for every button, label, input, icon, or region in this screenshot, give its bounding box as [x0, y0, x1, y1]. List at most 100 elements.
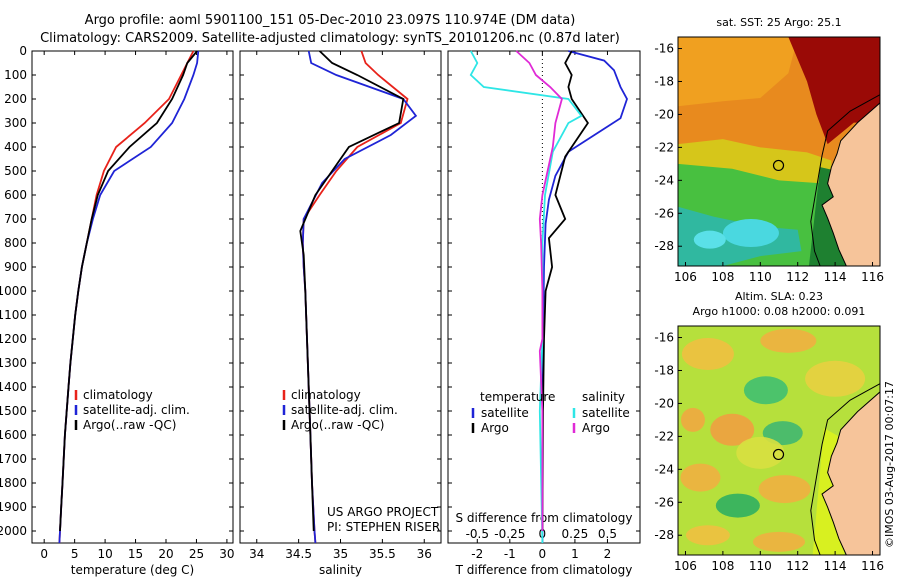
- depth-tick-label: 1200: [0, 332, 27, 346]
- depth-tick-label: 1500: [0, 404, 27, 418]
- sla-anomaly-blob: [710, 413, 755, 446]
- sla-map-title-line1: Altim. SLA: 0.23: [735, 290, 823, 303]
- salinity-axes-frame: [239, 50, 442, 544]
- sla-xtick-label: 112: [786, 559, 809, 573]
- sla-anomaly-blob: [736, 436, 785, 469]
- depth-tick-label: 1700: [0, 452, 27, 466]
- salinity-legend-label: Argo(..raw -QC): [291, 418, 384, 432]
- sst-xtick-label: 112: [786, 270, 809, 284]
- temperature-xtick-label: 10: [97, 547, 112, 561]
- salinity-panel: 34 34.5 35 35.5 36 salinity climatologysatelli…: [239, 50, 442, 577]
- sst-land: [821, 102, 880, 266]
- salinity-xtick-label: 34.5: [285, 547, 312, 561]
- sst-map: 106 108 110 112 114 116 -16 -18 -20 -22 -24 -26 -28 s…: [654, 16, 884, 284]
- sst-xtick-label: 110: [749, 270, 772, 284]
- sst-cool-patch: [693, 230, 726, 249]
- sst-warm-band: [678, 37, 798, 107]
- temperature-legend-label: climatology: [83, 388, 153, 402]
- temperature-axes-frame: [31, 50, 234, 544]
- legend-salinity-header: salinity: [582, 390, 625, 404]
- difference-legend-label: satellite: [481, 406, 529, 420]
- salinity-xtick-label: 35: [333, 547, 348, 561]
- depth-tick-label: 800: [4, 236, 27, 250]
- difference-legend-label: Argo: [481, 421, 509, 435]
- sla-map: 106 108 110 112 114 116 -16 -18 -20 -22 -24 -26 -28 A…: [654, 290, 884, 573]
- depth-tick-label: 1900: [0, 500, 27, 514]
- depth-tick-label: 400: [4, 140, 27, 154]
- credit-line1: US ARGO PROJECT: [327, 505, 439, 519]
- sla-ytick-label: -20: [654, 396, 674, 410]
- sla-xtick-label: 114: [824, 559, 847, 573]
- sla-anomaly-blob: [680, 463, 721, 492]
- temperature-legend-label: Argo(..raw -QC): [83, 418, 176, 432]
- difference-series-black: [541, 50, 589, 532]
- sla-anomaly-blob: [758, 475, 811, 504]
- depth-tick-label: 900: [4, 260, 27, 274]
- temperature-series-blue: [58, 50, 200, 544]
- sla-anomaly-blob: [805, 360, 866, 397]
- sla-anomaly-blob: [680, 407, 705, 432]
- sst-argo-position-marker: [772, 159, 785, 172]
- sla-anomaly-blob: [715, 493, 760, 518]
- difference-xtick-label: 2: [604, 547, 612, 561]
- figure-title-line1: Argo profile: aoml 5901100_151 05-Dec-20…: [85, 13, 576, 28]
- depth-tick-label: 500: [4, 164, 27, 178]
- difference-legend-label: satellite: [582, 406, 630, 420]
- difference-xlabel: T difference from climatology: [455, 563, 633, 577]
- sst-cool-patch: [722, 219, 779, 248]
- temperature-xtick-label: 15: [128, 547, 143, 561]
- salinity-diff-axis-label: S difference from climatology: [456, 511, 633, 525]
- sla-field: [678, 326, 880, 555]
- sla-anomaly-blob: [685, 525, 730, 546]
- sla-ytick-label: -18: [654, 363, 674, 377]
- salinity-diff-tick-label: -0.25: [494, 527, 525, 541]
- temperature-series-black: [59, 50, 198, 532]
- salinity-xtick-label: 34: [249, 547, 264, 561]
- sst-ytick-label: -18: [654, 74, 674, 88]
- figure-title-line2: Climatology: CARS2009. Satellite-adjuste…: [40, 31, 620, 46]
- sst-ytick-label: -20: [654, 107, 674, 121]
- depth-tick-label: 300: [4, 116, 27, 130]
- temperature-xlabel: temperature (deg C): [71, 563, 194, 577]
- sla-map-title-line2: Argo h1000: 0.08 h2000: 0.091: [693, 305, 866, 318]
- sla-depth-contour: [810, 383, 880, 555]
- salinity-xlabel: salinity: [319, 563, 362, 577]
- sst-depth-contour: [810, 94, 880, 266]
- depth-tick-label: 1400: [0, 380, 27, 394]
- difference-xtick-label: -1: [504, 547, 516, 561]
- sla-xtick-label: 110: [749, 559, 772, 573]
- salinity-legend-label: climatology: [291, 388, 361, 402]
- difference-series-magenta: [515, 50, 563, 531]
- salinity-series-black: [299, 50, 405, 532]
- temperature-legend-label: satellite-adj. clim.: [83, 403, 190, 417]
- sst-ytick-label: -16: [654, 42, 674, 56]
- sla-anomaly-blob: [743, 376, 788, 405]
- sst-field: [678, 37, 880, 266]
- sla-ytick-label: -16: [654, 331, 674, 345]
- sla-frame: [677, 325, 881, 556]
- difference-legend-label: Argo: [582, 421, 610, 435]
- depth-tick-label: 1000: [0, 284, 27, 298]
- difference-xtick-label: -2: [471, 547, 483, 561]
- sla-ytick-label: -22: [654, 429, 674, 443]
- depth-tick-label: 2000: [0, 524, 27, 538]
- temperature-xtick-label: 5: [71, 547, 79, 561]
- sla-anomaly-blob: [681, 338, 734, 371]
- salinity-xtick-label: 36: [417, 547, 432, 561]
- depth-tick-label: 200: [4, 92, 27, 106]
- depth-tick-label: 0: [19, 44, 27, 58]
- sst-xtick-label: 116: [861, 270, 884, 284]
- sst-ytick-label: -22: [654, 140, 674, 154]
- depth-tick-label: 1800: [0, 476, 27, 490]
- salinity-diff-tick-label: 0.25: [562, 527, 589, 541]
- sla-xtick-label: 116: [861, 559, 884, 573]
- sla-xtick-label: 106: [674, 559, 697, 573]
- sla-anomaly-blob: [753, 531, 805, 552]
- temperature-xtick-label: 25: [189, 547, 204, 561]
- sst-xtick-label: 108: [711, 270, 734, 284]
- sst-xtick-label: 106: [674, 270, 697, 284]
- difference-panel: -2 -1 0 1 2-0.5 -0.25 0 0.25 0.5S difference fro…: [447, 50, 641, 577]
- sla-ytick-label: -28: [654, 528, 674, 542]
- salinity-diff-tick-label: -0.5: [466, 527, 489, 541]
